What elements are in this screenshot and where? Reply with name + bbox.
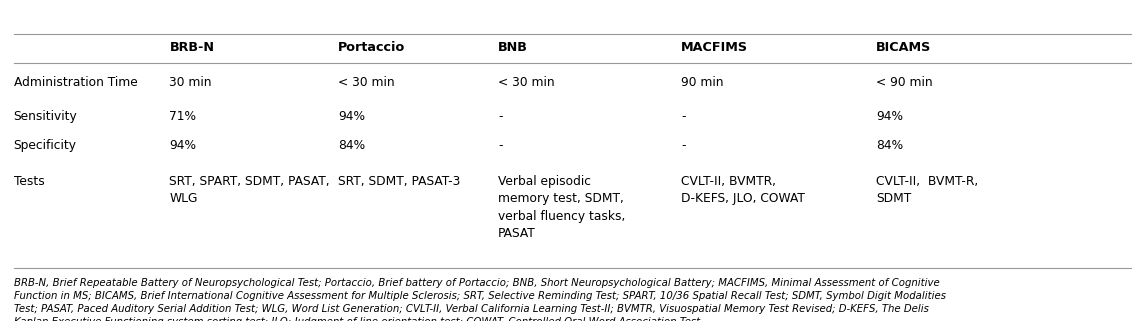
Text: SRT, SPART, SDMT, PASAT,
WLG: SRT, SPART, SDMT, PASAT, WLG bbox=[169, 175, 330, 205]
Text: Verbal episodic
memory test, SDMT,
verbal fluency tasks,
PASAT: Verbal episodic memory test, SDMT, verba… bbox=[498, 175, 625, 240]
Text: -: - bbox=[681, 110, 686, 123]
Text: Specificity: Specificity bbox=[14, 139, 77, 152]
Text: BRB-N, Brief Repeatable Battery of Neuropsychological Test; Portaccio, Brief bat: BRB-N, Brief Repeatable Battery of Neuro… bbox=[14, 278, 946, 321]
Text: BICAMS: BICAMS bbox=[876, 41, 931, 54]
Text: MACFIMS: MACFIMS bbox=[681, 41, 749, 54]
Text: -: - bbox=[681, 139, 686, 152]
Text: 84%: 84% bbox=[876, 139, 903, 152]
Text: < 30 min: < 30 min bbox=[498, 76, 554, 89]
Text: BRB-N: BRB-N bbox=[169, 41, 214, 54]
Text: -: - bbox=[498, 110, 503, 123]
Text: Sensitivity: Sensitivity bbox=[14, 110, 78, 123]
Text: < 30 min: < 30 min bbox=[338, 76, 394, 89]
Text: 94%: 94% bbox=[876, 110, 903, 123]
Text: Portaccio: Portaccio bbox=[338, 41, 405, 54]
Text: 90 min: 90 min bbox=[681, 76, 724, 89]
Text: 84%: 84% bbox=[338, 139, 365, 152]
Text: 94%: 94% bbox=[169, 139, 197, 152]
Text: < 90 min: < 90 min bbox=[876, 76, 932, 89]
Text: BNB: BNB bbox=[498, 41, 528, 54]
Text: 94%: 94% bbox=[338, 110, 365, 123]
Text: -: - bbox=[498, 139, 503, 152]
Text: Tests: Tests bbox=[14, 175, 45, 188]
Text: Administration Time: Administration Time bbox=[14, 76, 137, 89]
Text: 30 min: 30 min bbox=[169, 76, 212, 89]
Text: CVLT-II,  BVMT-R,
SDMT: CVLT-II, BVMT-R, SDMT bbox=[876, 175, 978, 205]
Text: CVLT-II, BVMTR,
D-KEFS, JLO, COWAT: CVLT-II, BVMTR, D-KEFS, JLO, COWAT bbox=[681, 175, 805, 205]
Text: 71%: 71% bbox=[169, 110, 197, 123]
Text: SRT, SDMT, PASAT-3: SRT, SDMT, PASAT-3 bbox=[338, 175, 460, 188]
